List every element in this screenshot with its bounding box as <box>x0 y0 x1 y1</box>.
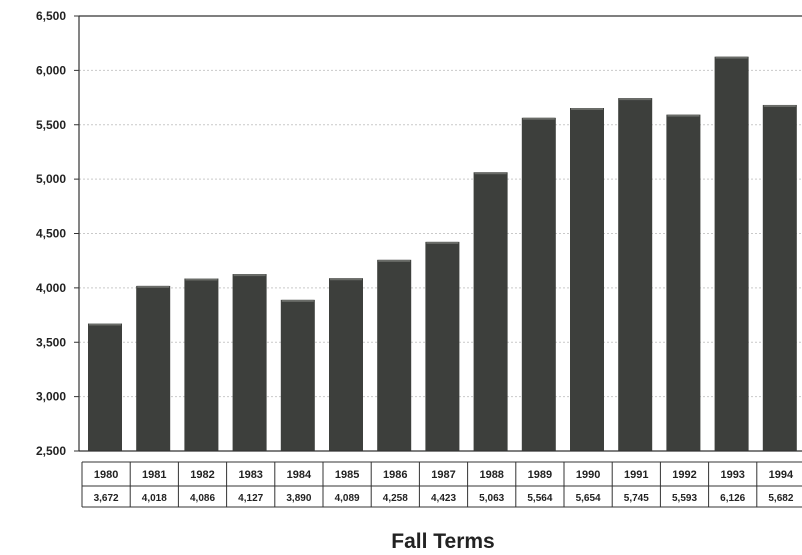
value-label: 3,890 <box>286 493 311 504</box>
value-label: 5,593 <box>672 493 697 504</box>
value-label: 4,258 <box>383 493 408 504</box>
value-label: 6,126 <box>720 493 745 504</box>
category-label: 1983 <box>238 469 262 481</box>
category-label: 1982 <box>190 469 214 481</box>
x-axis-title: Fall Terms <box>391 530 494 553</box>
bar-1987 <box>425 241 460 451</box>
bar-1982 <box>184 278 219 451</box>
y-tick-label: 5,000 <box>36 172 66 186</box>
category-label: 1981 <box>142 469 166 481</box>
y-tick-label: 4,500 <box>36 227 66 241</box>
bar-1985 <box>329 278 363 451</box>
data-table: 1980 3,672 1981 4,018 1982 4,086 1983 4,127 1984… <box>81 461 802 508</box>
bar-1983 <box>232 274 267 451</box>
category-label: 1989 <box>528 469 552 481</box>
category-label: 1980 <box>94 469 118 481</box>
category-label: 1990 <box>576 469 600 481</box>
category-label: 1987 <box>431 469 455 481</box>
y-tick-label: 6,500 <box>36 9 66 23</box>
value-label: 3,672 <box>94 493 119 504</box>
value-label: 5,063 <box>479 493 504 504</box>
y-tick-label: 2,500 <box>36 444 66 458</box>
bar-1981 <box>136 285 171 451</box>
value-label: 4,086 <box>190 493 215 504</box>
bar-1989 <box>521 117 556 451</box>
category-label: 1994 <box>769 469 794 481</box>
bar-1992 <box>666 114 701 451</box>
category-label: 1991 <box>624 469 648 481</box>
value-label: 5,682 <box>768 493 793 504</box>
bar-1980 <box>88 323 122 451</box>
value-label: 4,018 <box>142 493 167 504</box>
value-label: 4,423 <box>431 493 456 504</box>
y-tick-label: 3,000 <box>36 390 66 404</box>
category-label: 1986 <box>383 469 407 481</box>
bar-1993 <box>714 56 749 452</box>
bar-1984 <box>280 299 315 451</box>
value-label: 4,127 <box>238 493 263 504</box>
bar-1994 <box>762 104 797 452</box>
value-label: 5,654 <box>576 493 601 504</box>
category-label: 1992 <box>672 469 696 481</box>
y-tick-label: 4,000 <box>36 281 66 295</box>
y-tick-label: 3,500 <box>36 335 66 349</box>
category-label: 1988 <box>479 469 503 481</box>
category-label: 1985 <box>335 469 359 481</box>
bar-1991 <box>618 98 653 451</box>
bar-1986 <box>377 259 412 451</box>
value-label: 5,745 <box>624 493 649 504</box>
category-label: 1984 <box>287 469 312 481</box>
bars <box>88 56 797 452</box>
category-label: 1993 <box>720 469 744 481</box>
y-tick-label: 5,500 <box>36 118 66 132</box>
y-tick-label: 6,000 <box>36 63 66 77</box>
y-axis-ticks: 2,500 3,000 3,500 4,000 4,500 5,000 5,500 6,000… <box>36 9 79 458</box>
bar-1988 <box>473 172 508 451</box>
bar-1990 <box>570 108 604 451</box>
value-label: 5,564 <box>527 493 552 504</box>
value-label: 4,089 <box>335 493 360 504</box>
